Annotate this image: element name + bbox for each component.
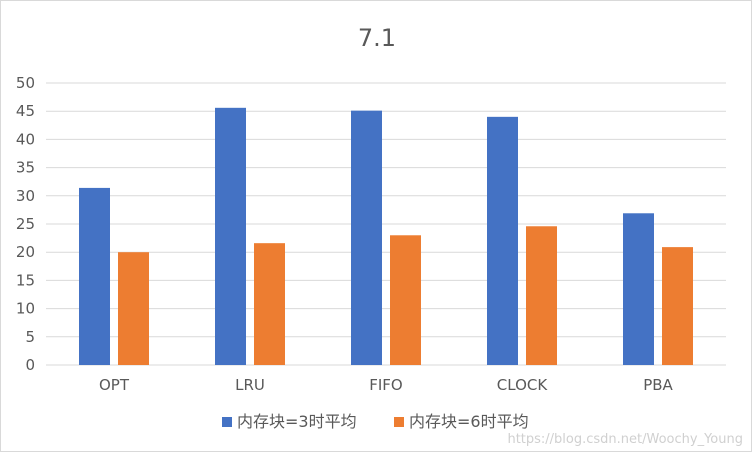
y-axis-ticks: 0 5 10 15 20 25 30 35 40 45 50: [16, 74, 35, 374]
bar-clock-series-2: [526, 226, 557, 365]
bar-opt-series-1: [79, 187, 110, 365]
bar-fifo-series-2: [390, 235, 421, 365]
x-tick-label: FIFO: [369, 376, 403, 394]
y-tick-label: 35: [16, 159, 35, 177]
y-tick-label: 40: [16, 130, 35, 148]
y-tick-label: 10: [16, 300, 35, 318]
x-tick-label: CLOCK: [497, 376, 549, 394]
bars: [79, 107, 693, 365]
chart-title: 7.1: [358, 24, 396, 52]
y-tick-label: 0: [25, 356, 35, 374]
y-tick-label: 30: [16, 187, 35, 205]
legend-label: 内存块=6时平均: [409, 412, 529, 431]
bar-pba-series-1: [623, 213, 654, 365]
bar-lru-series-1: [215, 107, 246, 365]
bar-fifo-series-1: [351, 110, 382, 365]
y-tick-label: 45: [16, 102, 35, 120]
gridlines: [46, 82, 726, 366]
bar-lru-series-2: [254, 243, 285, 365]
x-tick-label: LRU: [235, 376, 265, 394]
y-tick-label: 25: [16, 215, 35, 233]
y-tick-label: 50: [16, 74, 35, 92]
legend: 内存块=3时平均 内存块=6时平均: [222, 412, 529, 431]
bar-opt-series-2: [118, 252, 149, 365]
legend-swatch: [222, 417, 232, 427]
bar-clock-series-1: [487, 116, 518, 365]
x-tick-label: PBA: [643, 376, 673, 394]
x-axis-ticks: OPT LRU FIFO CLOCK PBA: [99, 376, 674, 394]
watermark: https://blog.csdn.net/Woochy_Young: [507, 432, 743, 447]
y-tick-label: 20: [16, 243, 35, 261]
bar-pba-series-2: [662, 247, 693, 365]
y-tick-label: 5: [25, 328, 35, 346]
legend-swatch: [394, 417, 404, 427]
legend-label: 内存块=3时平均: [237, 412, 357, 431]
x-tick-label: OPT: [99, 376, 130, 394]
y-tick-label: 15: [16, 271, 35, 289]
